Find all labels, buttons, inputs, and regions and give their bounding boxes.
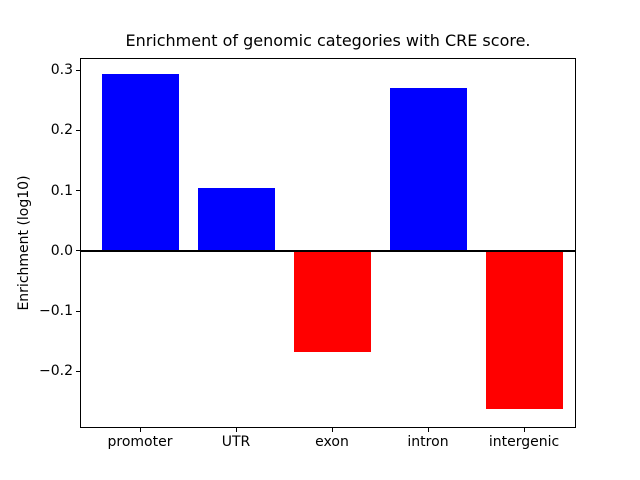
bar-intron: [389, 87, 467, 251]
x-tick-label-promoter: promoter: [107, 434, 173, 450]
bar-promoter: [101, 73, 179, 251]
y-tick-label: 0.0: [50, 242, 73, 259]
y-tick-mark: [76, 190, 80, 192]
bar-exon: [293, 250, 371, 353]
x-tick-label-intron: intron: [407, 434, 449, 450]
bar-UTR: [197, 188, 275, 251]
x-tick-label-exon: exon: [315, 434, 349, 450]
x-tick-mark: [523, 428, 525, 432]
y-tick-mark: [76, 370, 80, 372]
x-tick-mark: [139, 428, 141, 432]
y-tick-label: 0.3: [50, 62, 73, 79]
y-tick-label: 0.2: [50, 122, 73, 139]
bar-intergenic: [485, 250, 563, 409]
x-tick-label-UTR: UTR: [221, 434, 251, 450]
x-tick-mark: [235, 428, 237, 432]
y-tick-mark: [76, 250, 80, 252]
y-tick-label: −0.1: [39, 303, 73, 320]
y-tick-label: 0.1: [50, 182, 73, 199]
zero-line: [80, 249, 576, 252]
y-tick-mark: [76, 129, 80, 131]
x-tick-mark: [427, 428, 429, 432]
chart-title: Enrichment of genomic categories with CR…: [125, 31, 531, 50]
y-tick-label: −0.2: [39, 363, 73, 380]
x-tick-mark: [331, 428, 333, 432]
y-tick-mark: [76, 310, 80, 312]
x-tick-label-intergenic: intergenic: [488, 434, 560, 450]
y-tick-mark: [76, 69, 80, 71]
